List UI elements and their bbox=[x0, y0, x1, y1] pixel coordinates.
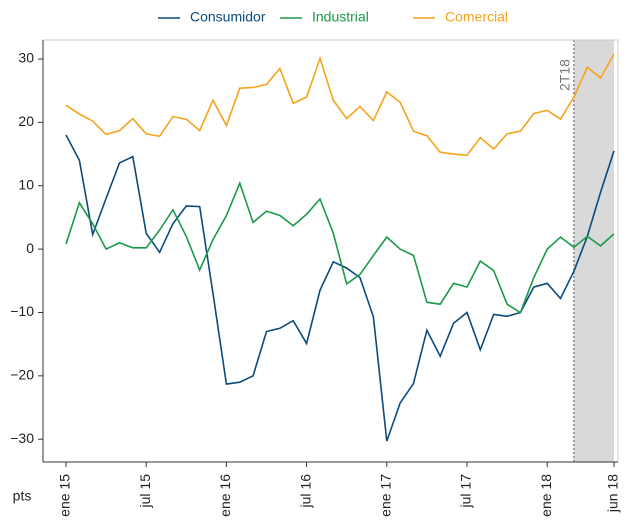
y-tick-label: 20 bbox=[18, 113, 34, 129]
x-tick-label: ene 17 bbox=[377, 474, 393, 517]
y-tick-label: 0 bbox=[26, 240, 34, 256]
y-tick-label: −30 bbox=[10, 430, 34, 446]
x-tick-label: ene 15 bbox=[57, 474, 73, 517]
legend-label: Comercial bbox=[445, 9, 508, 25]
legend-label: Industrial bbox=[312, 9, 369, 25]
plot-frame bbox=[42, 39, 619, 463]
y-tick-label: 10 bbox=[18, 176, 34, 192]
legend-label: Consumidor bbox=[190, 9, 266, 25]
shade-label: 2T18 bbox=[557, 59, 573, 91]
y-tick-label: −10 bbox=[10, 303, 34, 319]
x-tick-label: ene 18 bbox=[538, 474, 554, 517]
shade-region bbox=[573, 40, 614, 462]
x-tick-label: jun 18 bbox=[605, 474, 621, 513]
series-line bbox=[65, 134, 615, 442]
y-tick-label: −20 bbox=[10, 367, 34, 383]
x-tick-label: jul 16 bbox=[297, 474, 313, 509]
x-tick-label: ene 16 bbox=[217, 474, 233, 517]
y-tick-label: 30 bbox=[18, 50, 34, 66]
y-axis-label: pts bbox=[13, 488, 32, 504]
x-tick-label: jul 15 bbox=[137, 474, 153, 509]
series-line bbox=[65, 53, 615, 157]
x-tick-label: jul 17 bbox=[458, 474, 474, 509]
series-line bbox=[65, 180, 615, 314]
